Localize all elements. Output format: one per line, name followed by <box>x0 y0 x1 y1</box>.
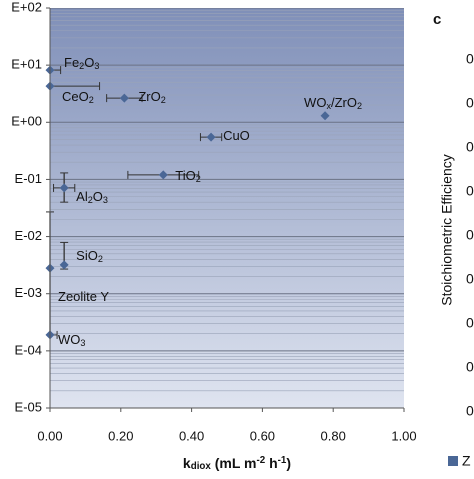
x-axis-label-part: -1 <box>278 455 287 466</box>
y-tick-label: E+02 <box>11 0 42 14</box>
y-tick-label: E-03 <box>15 285 42 300</box>
plot-area <box>50 8 404 408</box>
x-error-bar <box>50 82 101 91</box>
panel-label: c <box>433 11 441 28</box>
point-label: CuO <box>223 129 250 144</box>
point-label-part: 2 <box>79 61 84 71</box>
x-axis-label-part: ) <box>286 455 291 471</box>
y-tick-label: E-05 <box>15 399 42 414</box>
x-axis-label-part: k <box>183 455 191 471</box>
x-axis-label-part: h <box>265 455 277 471</box>
point-label-part: TiO <box>175 168 195 183</box>
point <box>119 93 129 103</box>
point-label-part: 2 <box>89 95 94 105</box>
point-label: ZrO2 <box>138 90 165 105</box>
point-label-part: Fe <box>64 56 79 71</box>
point-label: WO3 <box>58 332 85 347</box>
point-label-part: 2 <box>161 95 166 105</box>
point-label-part: 3 <box>103 195 108 205</box>
x-tick-label: 0.40 <box>179 428 204 443</box>
point <box>206 132 216 142</box>
right-y-tick-label: 0 <box>466 315 474 331</box>
y-tick-label: E-01 <box>15 171 42 186</box>
point <box>320 111 330 121</box>
point-label: CeO2 <box>62 90 94 105</box>
point-label-part: 2 <box>357 100 362 110</box>
point-label-part: CuO <box>223 129 250 144</box>
point-label-part: /ZrO <box>331 95 357 110</box>
point <box>59 260 69 270</box>
point-label-part: 2 <box>98 254 103 264</box>
right-y-tick-label: 0 <box>466 227 474 243</box>
point-label: Zeolite Y <box>58 290 109 305</box>
point-label-part: 2 <box>88 195 93 205</box>
grid <box>50 8 404 408</box>
right-y-tick-label: 0 <box>466 139 474 155</box>
point-label-part: WO <box>304 95 326 110</box>
point-label: Fe2O3 <box>64 56 99 71</box>
right-y-label: Stoichiometric Efficiency <box>439 154 455 305</box>
point-label: WOx/ZrO2 <box>304 95 362 110</box>
point-label: TiO2 <box>175 168 201 183</box>
point-label-part: CeO <box>62 90 89 105</box>
legend-swatch <box>448 456 458 466</box>
y-tick-label: E+01 <box>11 57 42 72</box>
point <box>158 170 168 180</box>
right-y-tick-label: 0 <box>466 271 474 287</box>
x-tick-label: 0.60 <box>250 428 275 443</box>
point-label-part: Al <box>76 189 88 204</box>
x-axis-label-part: diox <box>191 461 212 472</box>
point-label-part: O <box>84 56 94 71</box>
x-tick-label: 0.20 <box>108 428 133 443</box>
point-label-part: 3 <box>80 338 85 348</box>
legend-label: Z <box>462 453 471 469</box>
x-axis-label: kdiox (mL m-2 h-1) <box>183 455 291 473</box>
y-tick-label: E-02 <box>15 228 42 243</box>
point-label-part: O <box>93 189 103 204</box>
x-tick-label: 0.00 <box>37 428 62 443</box>
point-label-part: 3 <box>94 61 99 71</box>
right-y-tick-label: 0 <box>466 95 474 111</box>
x-tick-label: 0.80 <box>321 428 346 443</box>
right-y-tick-label: 0 <box>466 51 474 67</box>
point-label-part: Zeolite Y <box>58 290 109 305</box>
right-y-tick-label: 0 <box>466 359 474 375</box>
y-tick-label: E-04 <box>15 342 42 357</box>
point-label-part: ZrO <box>138 90 160 105</box>
point-label: SiO2 <box>76 248 103 263</box>
point-label-part: x <box>326 100 331 110</box>
point-label: Al2O3 <box>76 189 108 204</box>
point-label-part: SiO <box>76 248 98 263</box>
point-label-part: 2 <box>196 174 201 184</box>
x-axis-label-part: (mL m <box>211 455 257 471</box>
right-y-tick-label: 0 <box>466 403 474 419</box>
right-y-tick-label: 0 <box>466 183 474 199</box>
x-tick-label: 1.00 <box>391 428 416 443</box>
point <box>59 183 69 193</box>
y-tick-label: E+00 <box>11 114 42 129</box>
x-axis-label-part: -2 <box>257 455 266 466</box>
point-label-part: WO <box>58 332 80 347</box>
